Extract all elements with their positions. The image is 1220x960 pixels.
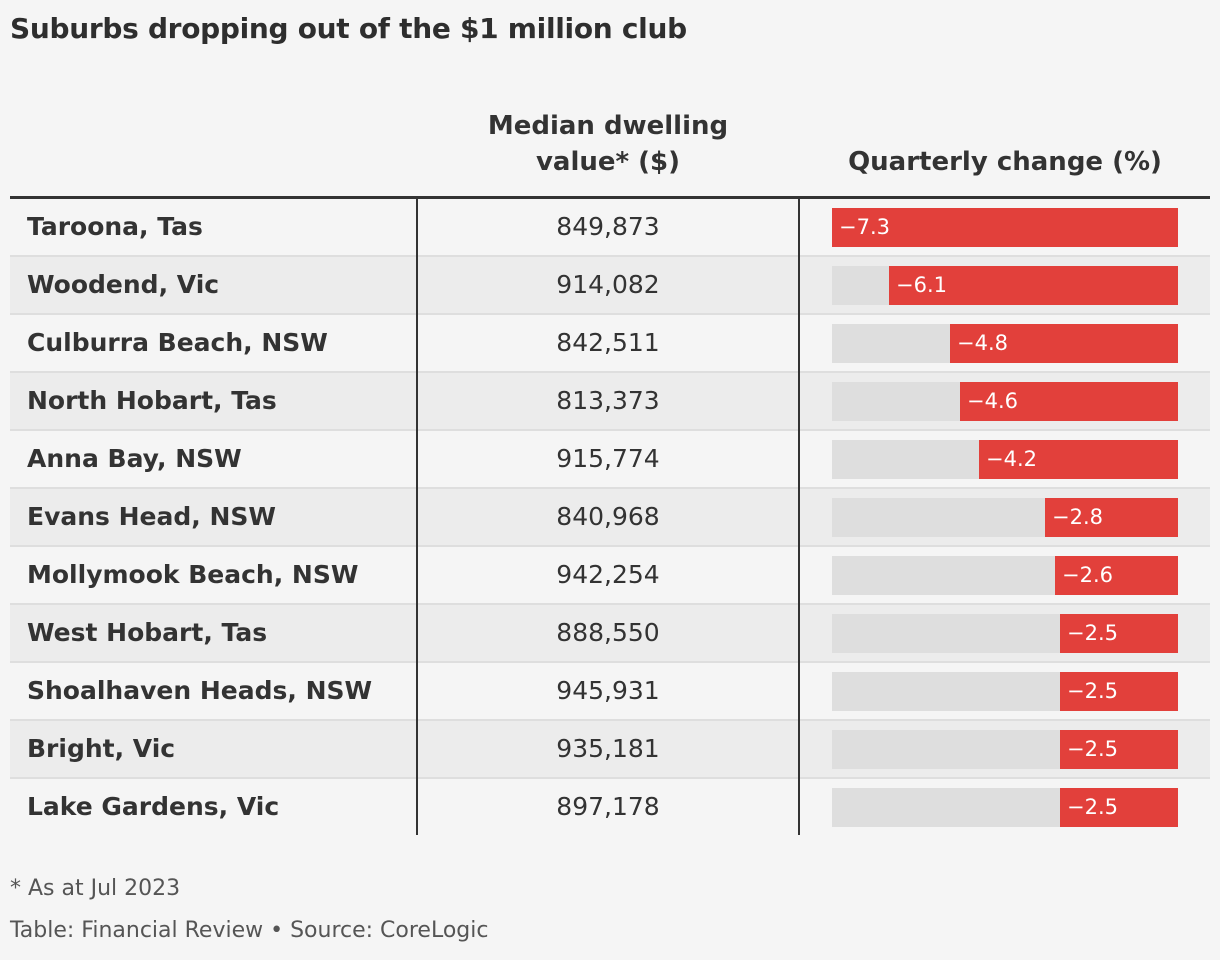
header-rule [10,196,1210,199]
change-bar-track: −2.6 [832,556,1178,595]
header-quarterly-change: Quarterly change (%) [848,147,1162,177]
table-row: Culburra Beach, NSW 842,511 −4.8 [10,315,1210,373]
table-row: Woodend, Vic 914,082 −6.1 [10,257,1210,315]
table-row: Lake Gardens, Vic 897,178 −2.5 [10,779,1210,835]
median-value: 849,873 [556,212,660,241]
change-bar: −2.5 [1060,614,1178,653]
change-label: −2.5 [1067,795,1118,819]
change-bar-track: −4.6 [832,382,1178,421]
change-bar-track: −2.5 [832,672,1178,711]
chart-title: Suburbs dropping out of the $1 million c… [10,12,687,45]
change-bar-track: −4.2 [832,440,1178,479]
table-row: Shoalhaven Heads, NSW 945,931 −2.5 [10,663,1210,721]
suburb-name: Culburra Beach, NSW [27,328,328,357]
column-divider-2 [798,199,800,835]
median-value: 897,178 [556,792,660,821]
change-bar-track: −2.5 [832,730,1178,769]
change-bar: −2.8 [1045,498,1178,537]
change-bar: −7.3 [832,208,1178,247]
suburb-name: Evans Head, NSW [27,502,276,531]
change-label: −2.5 [1067,737,1118,761]
suburb-name: Anna Bay, NSW [27,444,242,473]
change-label: −2.6 [1062,563,1113,587]
median-value: 942,254 [556,560,660,589]
table-row: Evans Head, NSW 840,968 −2.8 [10,489,1210,547]
median-value: 915,774 [556,444,660,473]
table-row: West Hobart, Tas 888,550 −2.5 [10,605,1210,663]
header-median-value-line1: Median dwelling [487,111,729,141]
table-row: Taroona, Tas 849,873 −7.3 [10,199,1210,257]
table-row: Anna Bay, NSW 915,774 −4.2 [10,431,1210,489]
change-bar-track: −6.1 [832,266,1178,305]
median-value: 840,968 [556,502,660,531]
header-median-value: Median dwelling value* ($) [418,108,798,180]
suburb-name: Lake Gardens, Vic [27,792,280,821]
change-label: −7.3 [839,215,890,239]
change-bar: −4.8 [950,324,1178,363]
change-bar: −2.5 [1060,788,1178,827]
median-value: 813,373 [556,386,660,415]
change-label: −2.5 [1067,621,1118,645]
table-row: Bright, Vic 935,181 −2.5 [10,721,1210,779]
table-row: Mollymook Beach, NSW 942,254 −2.6 [10,547,1210,605]
change-bar: −2.5 [1060,672,1178,711]
table-row: North Hobart, Tas 813,373 −4.6 [10,373,1210,431]
change-bar: −2.5 [1060,730,1178,769]
change-label: −6.1 [896,273,947,297]
change-bar: −6.1 [889,266,1178,305]
suburb-name: Taroona, Tas [27,212,203,241]
suburb-name: Bright, Vic [27,734,176,763]
table-body: Taroona, Tas 849,873 −7.3 Woodend, Vic 914,0… [10,199,1210,835]
header-median-value-line2: value* ($) [535,147,681,177]
change-bar: −2.6 [1055,556,1178,595]
change-label: −2.8 [1052,505,1103,529]
change-label: −4.2 [986,447,1037,471]
median-value: 935,181 [556,734,660,763]
suburb-name: Mollymook Beach, NSW [27,560,359,589]
median-value: 888,550 [556,618,660,647]
footnote: * As at Jul 2023 [10,876,181,901]
change-bar-track: −2.8 [832,498,1178,537]
change-bar: −4.2 [979,440,1178,479]
suburb-name: West Hobart, Tas [27,618,268,647]
change-bar-track: −4.8 [832,324,1178,363]
change-label: −4.8 [957,331,1008,355]
change-bar-track: −2.5 [832,614,1178,653]
suburb-name: Woodend, Vic [27,270,220,299]
change-bar-track: −2.5 [832,788,1178,827]
change-label: −2.5 [1067,679,1118,703]
change-label: −4.6 [967,389,1018,413]
column-divider-1 [416,199,418,835]
suburb-name: Shoalhaven Heads, NSW [27,676,373,705]
suburb-name: North Hobart, Tas [27,386,277,415]
source-credit: Table: Financial Review • Source: CoreLo… [10,918,489,943]
median-value: 914,082 [556,270,660,299]
median-value: 945,931 [556,676,660,705]
change-bar-track: −7.3 [832,208,1178,247]
change-bar: −4.6 [960,382,1178,421]
median-value: 842,511 [556,328,660,357]
